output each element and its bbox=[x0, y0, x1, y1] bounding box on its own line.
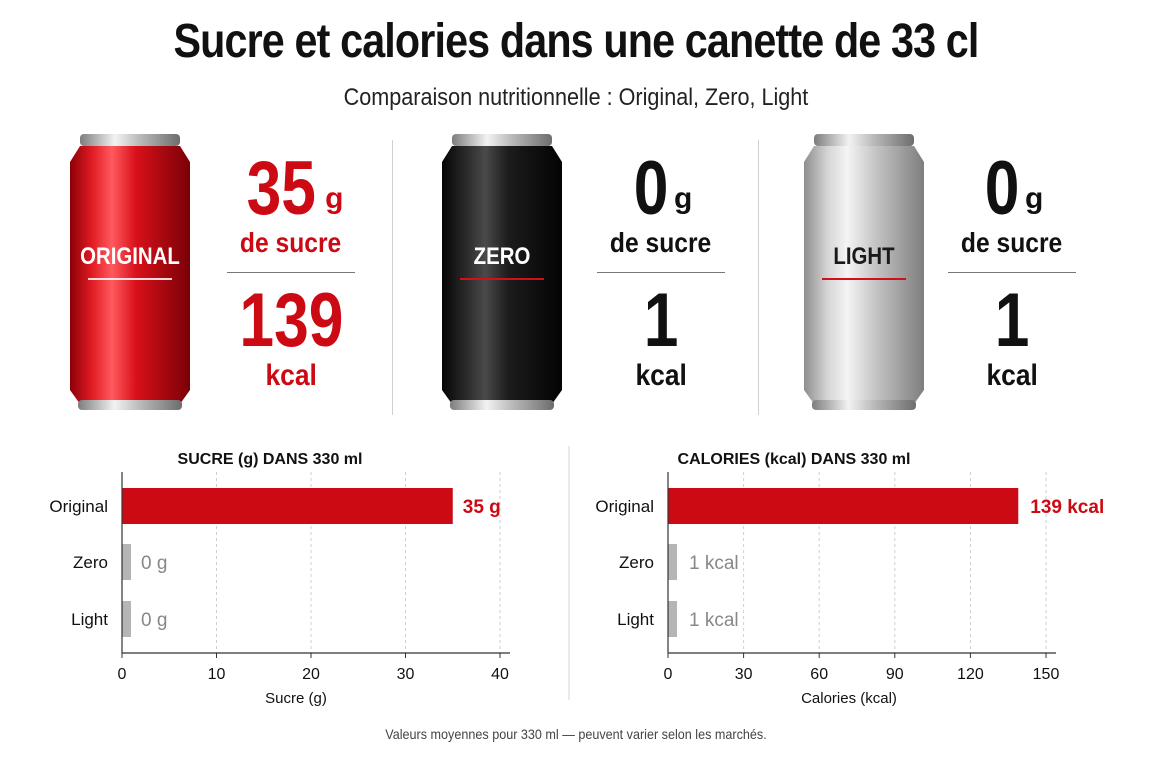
sugar-value-label: 0 g bbox=[141, 610, 167, 631]
calories-tick-label: 30 bbox=[735, 666, 753, 683]
panel-divider-1 bbox=[392, 140, 393, 415]
sugar-bar bbox=[122, 544, 131, 580]
calories-tick-label: 60 bbox=[810, 666, 828, 683]
panel-divider-2 bbox=[758, 140, 759, 415]
zero-kcal-unit: kcal bbox=[635, 359, 687, 392]
sugar-category-label: Light bbox=[71, 610, 108, 629]
calories-tick-label: 0 bbox=[664, 666, 673, 683]
calories-category-label: Zero bbox=[619, 553, 654, 572]
sugar-tick-label: 20 bbox=[302, 666, 320, 683]
calories-bar bbox=[668, 601, 677, 637]
original-sugar-unit: g bbox=[325, 182, 344, 215]
light-can-label: LIGHT bbox=[833, 242, 895, 269]
original-sugar-value: 35 bbox=[246, 146, 316, 231]
bar-charts: SUCRE (g) DANS 330 ml Original 35 g Zero 0 g… bbox=[49, 446, 1104, 707]
sugar-category-label: Original bbox=[49, 497, 108, 516]
zero-can-image: ZERO bbox=[442, 134, 562, 410]
original-can-label: ORIGINAL bbox=[80, 242, 180, 269]
zero-sugar-value: 0 bbox=[633, 146, 669, 231]
calories-value-label: 139 kcal bbox=[1030, 497, 1104, 518]
original-kcal-unit: kcal bbox=[265, 359, 317, 392]
calories-value-label: 1 kcal bbox=[689, 610, 739, 631]
page-subtitle: Comparaison nutritionnelle : Original, Z… bbox=[343, 84, 809, 111]
original-stat-rule bbox=[227, 272, 355, 273]
calories-chart-title: CALORIES (kcal) DANS 330 ml bbox=[678, 451, 911, 468]
calories-tick-label: 90 bbox=[886, 666, 904, 683]
light-stat-rule bbox=[948, 272, 1076, 273]
footnote: Valeurs moyennes pour 330 ml — peuvent v… bbox=[385, 726, 767, 742]
sugar-axis-label: Sucre (g) bbox=[265, 690, 327, 707]
original-sugar-label: de sucre bbox=[240, 227, 342, 258]
sugar-bar bbox=[122, 601, 131, 637]
light-can-image: LIGHT bbox=[804, 134, 924, 410]
zero-kcal-value: 1 bbox=[643, 278, 679, 363]
original-kcal-value: 139 bbox=[239, 278, 343, 363]
sugar-value-label: 35 g bbox=[463, 497, 501, 518]
sugar-tick-label: 30 bbox=[397, 666, 415, 683]
calories-tick-label: 120 bbox=[957, 666, 984, 683]
zero-can-label: ZERO bbox=[474, 242, 531, 269]
sugar-value-label: 0 g bbox=[141, 553, 167, 574]
light-kcal-unit: kcal bbox=[986, 359, 1038, 392]
zero-sugar-unit: g bbox=[673, 182, 693, 215]
calories-bar bbox=[668, 488, 1019, 524]
light-sugar-unit: g bbox=[1024, 182, 1044, 215]
sugar-tick-label: 10 bbox=[208, 666, 226, 683]
calories-tick-label: 150 bbox=[1033, 666, 1060, 683]
zero-stat-rule bbox=[597, 272, 725, 273]
calories-axis-label: Calories (kcal) bbox=[801, 690, 897, 707]
original-stats: 35 g de sucre 139 kcal bbox=[221, 150, 361, 393]
light-kcal-value: 1 bbox=[994, 278, 1030, 363]
sugar-tick-label: 40 bbox=[491, 666, 509, 683]
calories-bar bbox=[668, 544, 677, 580]
calories-value-label: 1 kcal bbox=[689, 553, 739, 574]
sugar-category-label: Zero bbox=[73, 553, 108, 572]
zero-sugar-label: de sucre bbox=[610, 227, 712, 258]
light-sugar-label: de sucre bbox=[961, 227, 1063, 258]
sugar-bar bbox=[122, 488, 453, 524]
sugar-tick-label: 0 bbox=[118, 666, 127, 683]
page-title: Sucre et calories dans une canette de 33… bbox=[173, 15, 979, 68]
calories-category-label: Light bbox=[617, 610, 654, 629]
calories-category-label: Original bbox=[595, 497, 654, 516]
sugar-chart-title: SUCRE (g) DANS 330 ml bbox=[178, 451, 363, 468]
light-sugar-value: 0 bbox=[984, 146, 1020, 231]
original-can-image: ORIGINAL bbox=[70, 134, 190, 410]
